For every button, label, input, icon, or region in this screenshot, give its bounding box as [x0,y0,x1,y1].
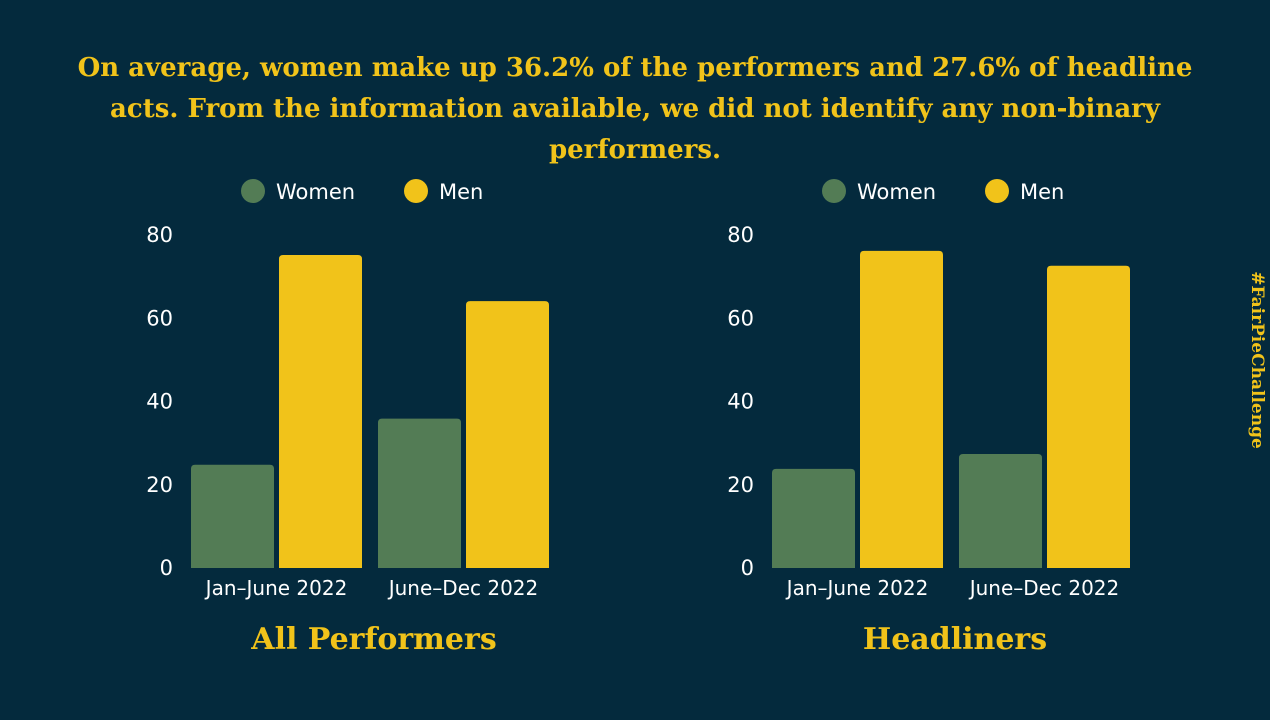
y-tick-label: 80 [146,223,173,247]
x-category-label: June–Dec 2022 [968,576,1120,600]
y-tick-label: 20 [146,473,173,497]
legend-swatch-women [241,179,265,203]
hashtag: #FairPieChallenge [1247,271,1267,449]
legend-label-women: Women [857,180,936,204]
legend-label-men: Men [1020,180,1064,204]
bar-women-jan-june-2022 [772,468,855,568]
y-tick-label: 0 [160,556,173,580]
y-tick-label: 60 [146,306,173,330]
y-tick-label: 0 [741,556,754,580]
y-tick-label: 60 [727,306,754,330]
chart-title: All Performers [250,622,496,657]
legend-item-women: Women [241,179,355,204]
x-category-label: Jan–June 2022 [785,576,929,600]
y-tick-label: 20 [727,473,754,497]
legend-item-men: Men [404,179,483,204]
bar-men-june-dec-2022 [1047,265,1130,568]
legend-swatch-men [985,179,1009,203]
y-tick-label: 40 [727,390,754,414]
chart-headliners: Women Men 0 20 40 60 80 Jan–June 2022 June–Dec 2… [727,179,1130,657]
x-category-label: June–Dec 2022 [387,576,539,600]
x-category-label: Jan–June 2022 [204,576,348,600]
legend-item-women: Women [822,179,936,204]
bar-men-jan-june-2022 [279,254,362,568]
chart-all-performers: Women Men 0 20 40 60 80 Jan–June 2022 June–Dec 2… [146,179,549,657]
y-tick-label: 80 [727,223,754,247]
legend-swatch-women [822,179,846,203]
y-tick-label: 40 [146,390,173,414]
legend-label-women: Women [276,180,355,204]
legend-swatch-men [404,179,428,203]
legend-label-men: Men [439,180,483,204]
bar-women-june-dec-2022 [959,453,1042,568]
bar-men-jan-june-2022 [860,250,943,568]
legend-item-men: Men [985,179,1064,204]
bar-men-june-dec-2022 [466,301,549,568]
headline: On average, women make up 36.2% of the p… [77,53,1193,165]
bar-women-june-dec-2022 [378,418,461,568]
chart-title: Headliners [863,622,1047,657]
bar-women-jan-june-2022 [191,464,274,568]
